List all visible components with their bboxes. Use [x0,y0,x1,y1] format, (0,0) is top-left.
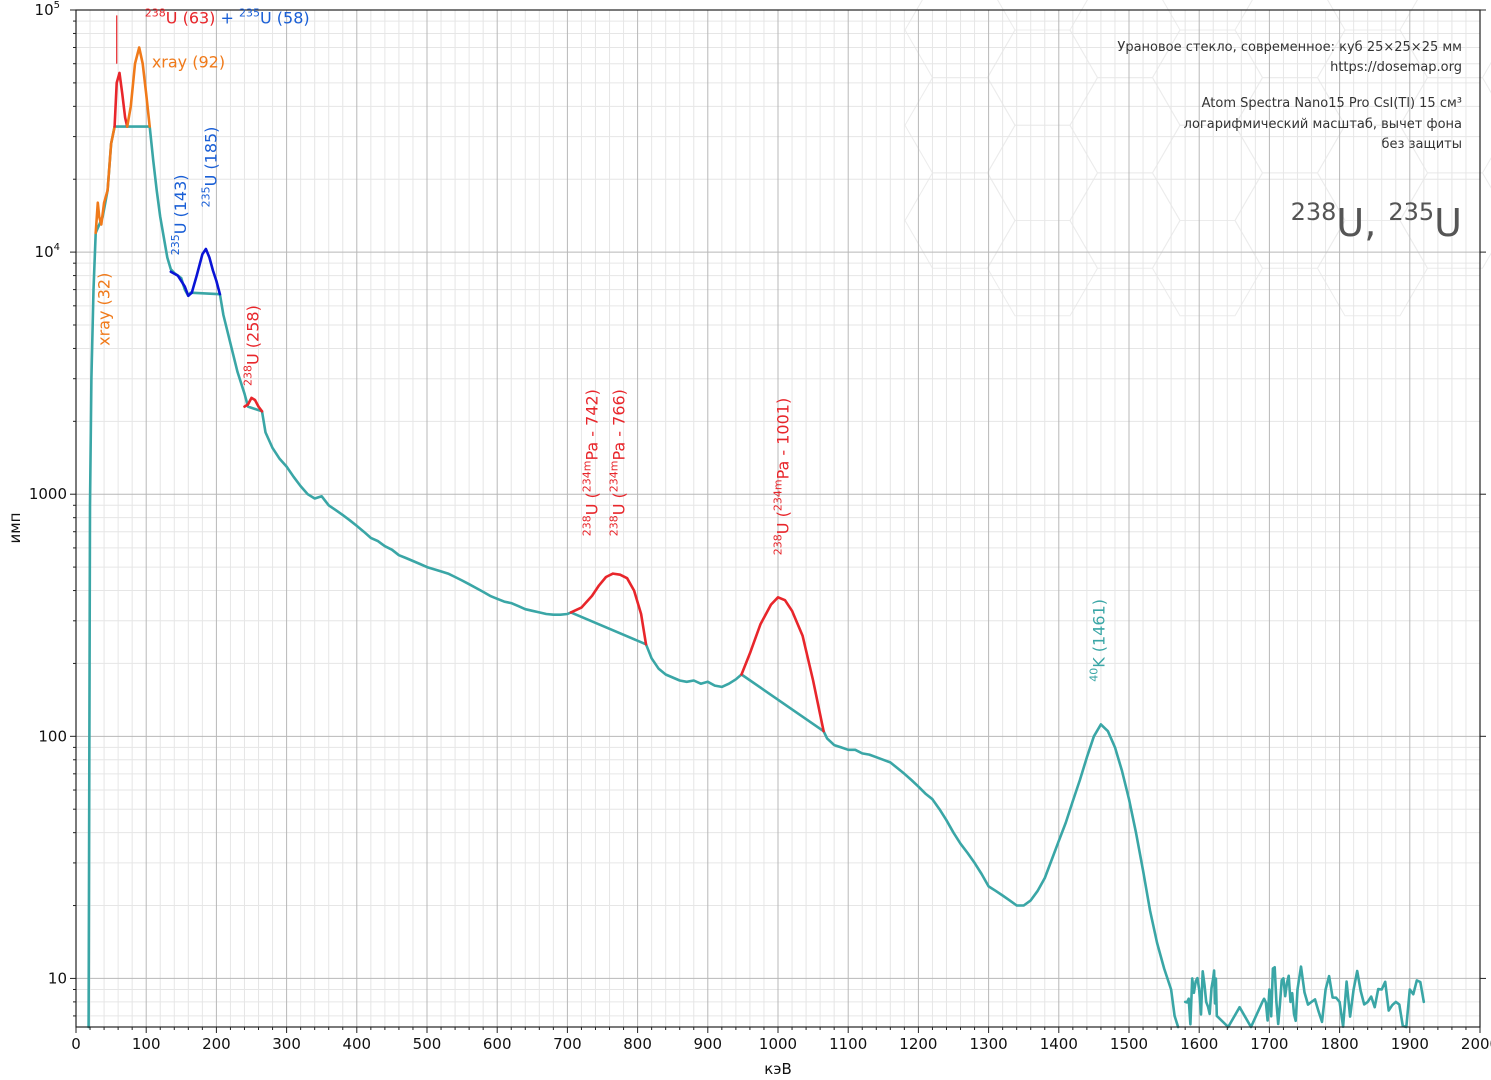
hexagon-shape [1151,124,1264,221]
x-tick-label: 700 [553,1035,582,1053]
hexagon-shape [904,0,1016,79]
x-axis-label: кэВ [764,1060,792,1078]
x-tick-label: 900 [693,1035,722,1053]
peak-annotation: 238U (63) + 235U (58) [145,6,310,27]
info-line: логарифмический масштаб, вычет фона [1184,117,1462,132]
peak-annotation: 238U (234mPa - 766) [607,389,628,536]
hexagon-shape [1399,172,1491,269]
y-axis-ticks: 10 100 1000 104 105 [29,0,1486,1017]
isotope-title-mass-2: 235 [1388,198,1434,226]
hexagon-shape [986,220,1099,317]
hexagon-shape [986,124,1099,221]
peak-annotations: 238U (63) + 235U (58) xray (92) xray (32) 2… [95,6,1109,681]
spectrum-series [87,46,1426,1029]
info-line: Урановое стекло, современное: куб 25×25×… [1117,40,1462,55]
y-tick-label: 105 [35,0,60,19]
spectrum-line [740,596,825,733]
x-tick-label: 1000 [759,1035,797,1053]
peak-annotation: 238U (234mPa - 742) [581,389,602,536]
peak-annotation: 235U (185) [199,127,220,208]
spectrum-line [94,125,116,235]
spectrum-line [125,46,151,128]
hexagon-shape [1151,220,1264,317]
x-tick-label: 0 [71,1035,81,1053]
hexagon-shape [1234,0,1346,79]
spectrum-line [1183,965,1426,1029]
x-tick-label: 1900 [1391,1035,1429,1053]
peak-annotation: 235U (143) [169,174,190,255]
info-line: Atom Spectra Nano15 Pro CsI(Tl) 15 см³ [1202,96,1462,111]
info-line: https://dosemap.org [1330,60,1462,75]
x-tick-label: 1500 [1110,1035,1148,1053]
x-tick-label: 1600 [1180,1035,1218,1053]
peak-annotation: xray (92) [152,52,225,71]
y-tick-label: 104 [35,242,60,261]
x-tick-label: 1300 [970,1035,1008,1053]
x-tick-label: 600 [483,1035,512,1053]
spectrum-line [87,125,1180,1029]
info-block: Урановое стекло, современное: куб 25×25×… [1117,40,1462,152]
peak-annotation: 238U (234mPa - 1001) [772,398,793,555]
x-tick-label: 1200 [899,1035,937,1053]
x-tick-label: 800 [623,1035,652,1053]
y-tick-label: 100 [38,727,67,745]
x-tick-label: 1800 [1321,1035,1359,1053]
x-tick-label: 300 [272,1035,301,1053]
y-tick-label: 1000 [29,485,67,503]
y-axis-label: имп [6,513,24,544]
spectrum-line [243,396,264,413]
isotope-title: 238U, 235U [1291,198,1462,245]
hexagon-shape [904,77,1016,174]
isotope-title-mass-1: 238 [1291,198,1337,226]
spectrum-line [169,247,222,298]
x-axis-ticks: 0 100 200 300 400 500 600 700 800 900 1000 1100 1200… [71,1027,1491,1053]
spectrum-line [113,71,129,128]
isotope-title-element-2: U [1434,201,1462,245]
spectrum-line [569,572,648,646]
hexagon-watermark [904,0,1491,317]
hexagon-shape [986,29,1099,126]
peak-annotation: xray (32) [95,273,114,346]
x-tick-label: 400 [342,1035,371,1053]
x-tick-label: 2000 [1461,1035,1491,1053]
x-tick-label: 500 [413,1035,442,1053]
x-tick-label: 1700 [1250,1035,1288,1053]
x-tick-label: 1400 [1040,1035,1078,1053]
info-line: без защиты [1382,137,1462,152]
chart-grid [76,10,1480,1027]
hexagon-shape [904,172,1016,269]
x-tick-label: 100 [132,1035,161,1053]
peak-annotation: 40K (1461) [1087,599,1108,682]
peak-annotation: 238U (258) [242,305,263,386]
isotope-title-element-1: U, [1336,201,1388,245]
y-tick-label: 10 [48,969,67,987]
x-tick-label: 1100 [829,1035,867,1053]
x-tick-label: 200 [202,1035,231,1053]
